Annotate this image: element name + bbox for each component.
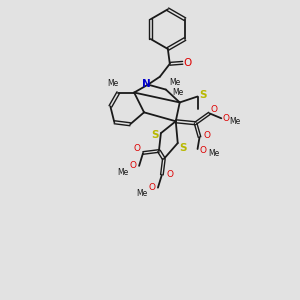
Text: O: O: [184, 58, 192, 68]
Text: Me: Me: [118, 168, 129, 177]
Text: Me: Me: [172, 88, 183, 97]
Text: Me: Me: [108, 79, 119, 88]
Text: Me: Me: [136, 189, 148, 198]
Text: O: O: [130, 161, 137, 170]
Text: S: S: [179, 143, 186, 153]
Text: Me: Me: [208, 149, 219, 158]
Text: S: S: [200, 89, 207, 100]
Text: O: O: [134, 143, 141, 152]
Text: Me: Me: [230, 117, 241, 126]
Text: S: S: [151, 130, 159, 140]
Text: O: O: [223, 114, 230, 123]
Text: O: O: [204, 130, 211, 140]
Text: O: O: [199, 146, 206, 154]
Text: O: O: [166, 170, 173, 179]
Text: N: N: [142, 79, 150, 88]
Text: Me: Me: [169, 78, 180, 87]
Text: O: O: [211, 105, 218, 114]
Text: O: O: [148, 183, 155, 192]
